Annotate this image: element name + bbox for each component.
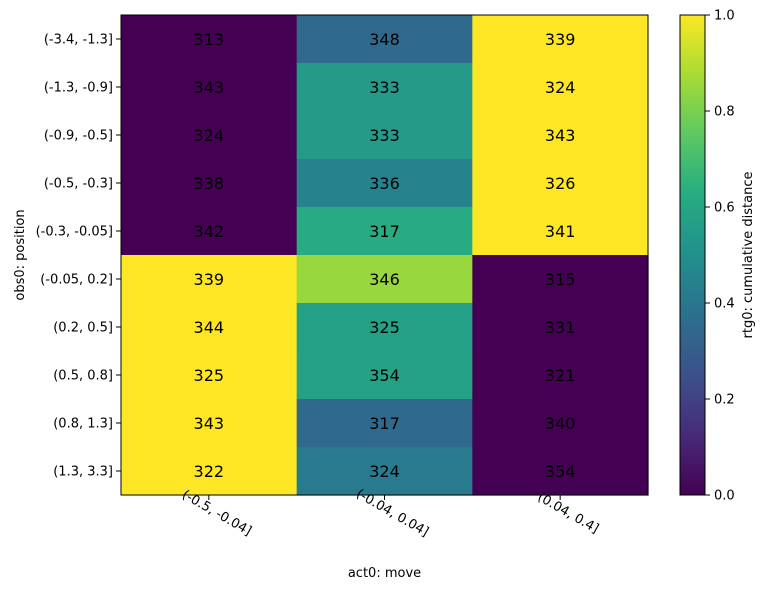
y-tick-label: (0.8, 1.3] [53,417,113,432]
heatmap-cell [121,303,298,352]
cell-value-label: 339 [194,270,225,289]
cell-value-label: 343 [194,414,225,433]
cell-value-label: 340 [545,414,576,433]
heatmap-cell [121,63,298,112]
y-tick-label: (-3.4, -1.3] [44,33,113,48]
heatmap-cell [121,111,298,160]
x-tick-label: (0.04, 0.4] [535,490,601,537]
y-tick-label: (-0.5, -0.3] [44,177,113,192]
heatmap-cell [121,255,298,304]
heatmap-cell [296,447,473,496]
y-tick-label: (-0.05, 0.2] [40,273,113,288]
cell-value-label: 341 [545,222,576,241]
heatmap-cells [121,15,649,496]
heatmap-cell [296,207,473,256]
cell-value-label: 343 [545,126,576,145]
y-tick-label: (-1.3, -0.9] [44,81,113,96]
cell-value-label: 354 [545,462,576,481]
cell-value-label: 315 [545,270,576,289]
y-tick-label: (1.3, 3.3] [53,465,113,480]
cell-value-label: 325 [194,366,225,385]
heatmap-cell [121,447,298,496]
heatmap-cell [296,15,473,64]
colorbar-tick-label: 0.4 [714,297,735,312]
y-axis-ticks: (-3.4, -1.3] (-1.3, -0.9] (-0.9, -0.5] (-0.… [36,33,121,480]
heatmap-cell [472,255,649,304]
heatmap-cell [472,399,649,448]
y-tick-label: (-0.3, -0.05] [36,225,113,240]
heatmap-cell [296,303,473,352]
heatmap-cell [472,111,649,160]
cell-value-label: 348 [369,30,400,49]
colorbar-tick-label: 0.8 [714,105,735,120]
heatmap-cell [472,351,649,400]
heatmap-cell [472,447,649,496]
cell-value-label: 336 [369,174,400,193]
colorbar-tick-label: 0.2 [714,393,735,408]
cell-value-label: 325 [369,318,400,337]
heatmap-cell [296,399,473,448]
cell-value-label: 321 [545,366,576,385]
y-tick-label: (0.2, 0.5] [53,321,113,336]
heatmap-cell [121,15,298,64]
heatmap-cell [296,159,473,208]
cell-value-labels: 313 348 339 343 333 324 324 333 343 338 336 326 342 3… [194,30,576,481]
cell-value-label: 346 [369,270,400,289]
cell-value-label: 331 [545,318,576,337]
heatmap-cell [472,159,649,208]
heatmap-cell [472,303,649,352]
cell-value-label: 322 [194,462,225,481]
cell-value-label: 313 [194,30,225,49]
cell-value-label: 339 [545,30,576,49]
cell-value-label: 354 [369,366,400,385]
heatmap-cell [472,207,649,256]
cell-value-label: 333 [369,126,400,145]
colorbar-tick-label: 0.0 [714,489,735,504]
heatmap-cell [472,63,649,112]
y-tick-label: (0.5, 0.8] [53,369,113,384]
cell-value-label: 324 [369,462,400,481]
x-axis-label: act0: move [348,566,421,581]
heatmap-cell [296,255,473,304]
cell-value-label: 333 [369,78,400,97]
y-axis-label: obs0: position [13,209,28,300]
colorbar: 0.0 0.2 0.4 0.6 0.8 1.0 rtg0: cumulative dist… [679,9,756,504]
cell-value-label: 343 [194,78,225,97]
colorbar-ticks: 0.0 0.2 0.4 0.6 0.8 1.0 [705,9,735,504]
colorbar-label: rtg0: cumulative distance [741,172,756,339]
cell-value-label: 326 [545,174,576,193]
heatmap-cell [121,399,298,448]
heatmap-cell [121,351,298,400]
heatmap-cell [121,207,298,256]
heatmap-cell [472,15,649,64]
cell-value-label: 344 [194,318,225,337]
heatmap-cell [296,111,473,160]
heatmap-cell [296,351,473,400]
heatmap-cell [121,159,298,208]
colorbar-tick-label: 1.0 [714,9,735,24]
heatmap-cell [296,63,473,112]
cell-value-label: 317 [369,222,400,241]
colorbar-tick-label: 0.6 [714,201,735,216]
cell-value-label: 317 [369,414,400,433]
cell-value-label: 342 [194,222,225,241]
colorbar-gradient [679,14,706,496]
cell-value-label: 324 [194,126,225,145]
y-tick-label: (-0.9, -0.5] [44,129,113,144]
cell-value-label: 338 [194,174,225,193]
cell-value-label: 324 [545,78,576,97]
